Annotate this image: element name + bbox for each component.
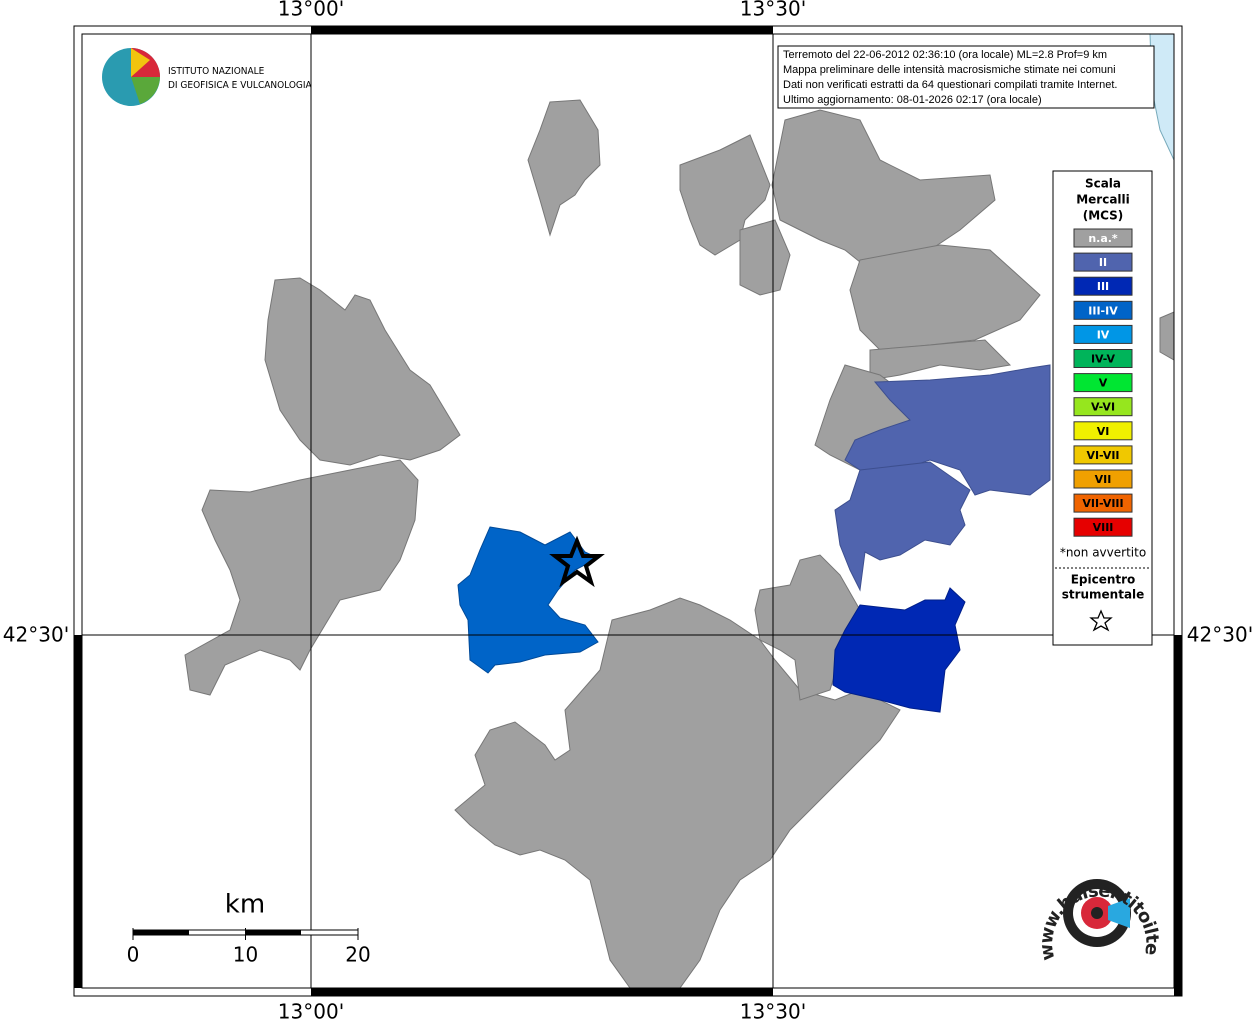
legend-label: VII-VIII <box>1082 497 1123 510</box>
graticule <box>82 34 1174 988</box>
legend-title: Scala <box>1085 177 1121 191</box>
info-line: Mappa preliminare delle intensità macros… <box>783 64 1116 76</box>
legend-label: VIII <box>1093 521 1114 534</box>
legend-swatch <box>1073 517 1133 537</box>
legend-swatch <box>1073 445 1133 465</box>
ingv-logo: ISTITUTO NAZIONALE DI GEOFISICA E VULCAN… <box>102 48 313 106</box>
legend-swatch <box>1073 493 1133 513</box>
info-box: Terremoto del 22-06-2012 02:36:10 (ora l… <box>777 45 1155 109</box>
legend-swatch <box>1073 469 1133 489</box>
legend-swatch <box>1073 252 1133 272</box>
legend-swatch <box>1073 300 1133 320</box>
legend-title: (MCS) <box>1083 209 1124 223</box>
ingv-name: ISTITUTO NAZIONALE <box>168 66 265 77</box>
epicenter-star <box>549 535 605 588</box>
map-frame <box>73 25 1183 997</box>
legend-note: *non avvertito <box>1060 546 1146 560</box>
info-line: Terremoto del 22-06-2012 02:36:10 (ora l… <box>783 49 1107 61</box>
legend-epicenter: strumentale <box>1062 588 1145 602</box>
legend-epicenter: Epicentro <box>1071 573 1136 587</box>
legend: ScalaMercalli(MCS)n.a.*IIIIIIII-IVIVIV-V… <box>1052 170 1153 646</box>
ingv-name: DI GEOFISICA E VULCANOLOGIA <box>168 80 313 91</box>
municipality-ii <box>834 461 971 592</box>
legend-label: IV-V <box>1091 353 1116 366</box>
legend-label: III-IV <box>1088 304 1118 317</box>
legend-label: V-VI <box>1091 401 1115 414</box>
legend-label: II <box>1099 256 1107 269</box>
legend-label: IV <box>1097 328 1110 341</box>
scale-tick-label: 0 <box>127 943 140 967</box>
legend-label: n.a.* <box>1088 232 1118 245</box>
lat-label: 42°30' <box>1187 623 1253 647</box>
scale-unit: km <box>225 890 265 920</box>
legend-label: V <box>1099 377 1108 390</box>
lon-label: 13°30' <box>740 0 806 21</box>
scale-bar: km 0 10 20 <box>127 890 371 967</box>
legend-swatch <box>1073 228 1133 248</box>
legend-swatch <box>1073 324 1133 344</box>
scale-tick-label: 10 <box>233 943 258 967</box>
legend-swatch <box>1073 373 1133 393</box>
municipality-iii <box>832 587 966 713</box>
legend-star <box>1089 609 1113 632</box>
legend-title: Mercalli <box>1076 193 1130 207</box>
lon-label: 13°00' <box>278 1000 344 1024</box>
info-line: Ultimo aggiornamento: 08-01-2026 02:17 (… <box>783 94 1042 106</box>
legend-swatch <box>1073 397 1133 417</box>
municipalities-na <box>184 99 1175 989</box>
lon-label: 13°00' <box>278 0 344 21</box>
info-line: Dati non verificati estratti da 64 quest… <box>783 79 1117 91</box>
legend-label: III <box>1097 280 1109 293</box>
legend-swatch <box>1073 276 1133 296</box>
lon-label: 13°30' <box>740 1000 806 1024</box>
legend-label: VI <box>1097 425 1110 438</box>
lat-label: 42°30' <box>3 623 69 647</box>
legend-label: VI-VII <box>1086 449 1119 462</box>
scale-tick-label: 20 <box>345 943 370 967</box>
legend-swatch <box>1073 421 1133 441</box>
legend-label: VII <box>1095 473 1112 486</box>
legend-swatch <box>1073 349 1133 368</box>
municipality-ii <box>844 364 1051 496</box>
